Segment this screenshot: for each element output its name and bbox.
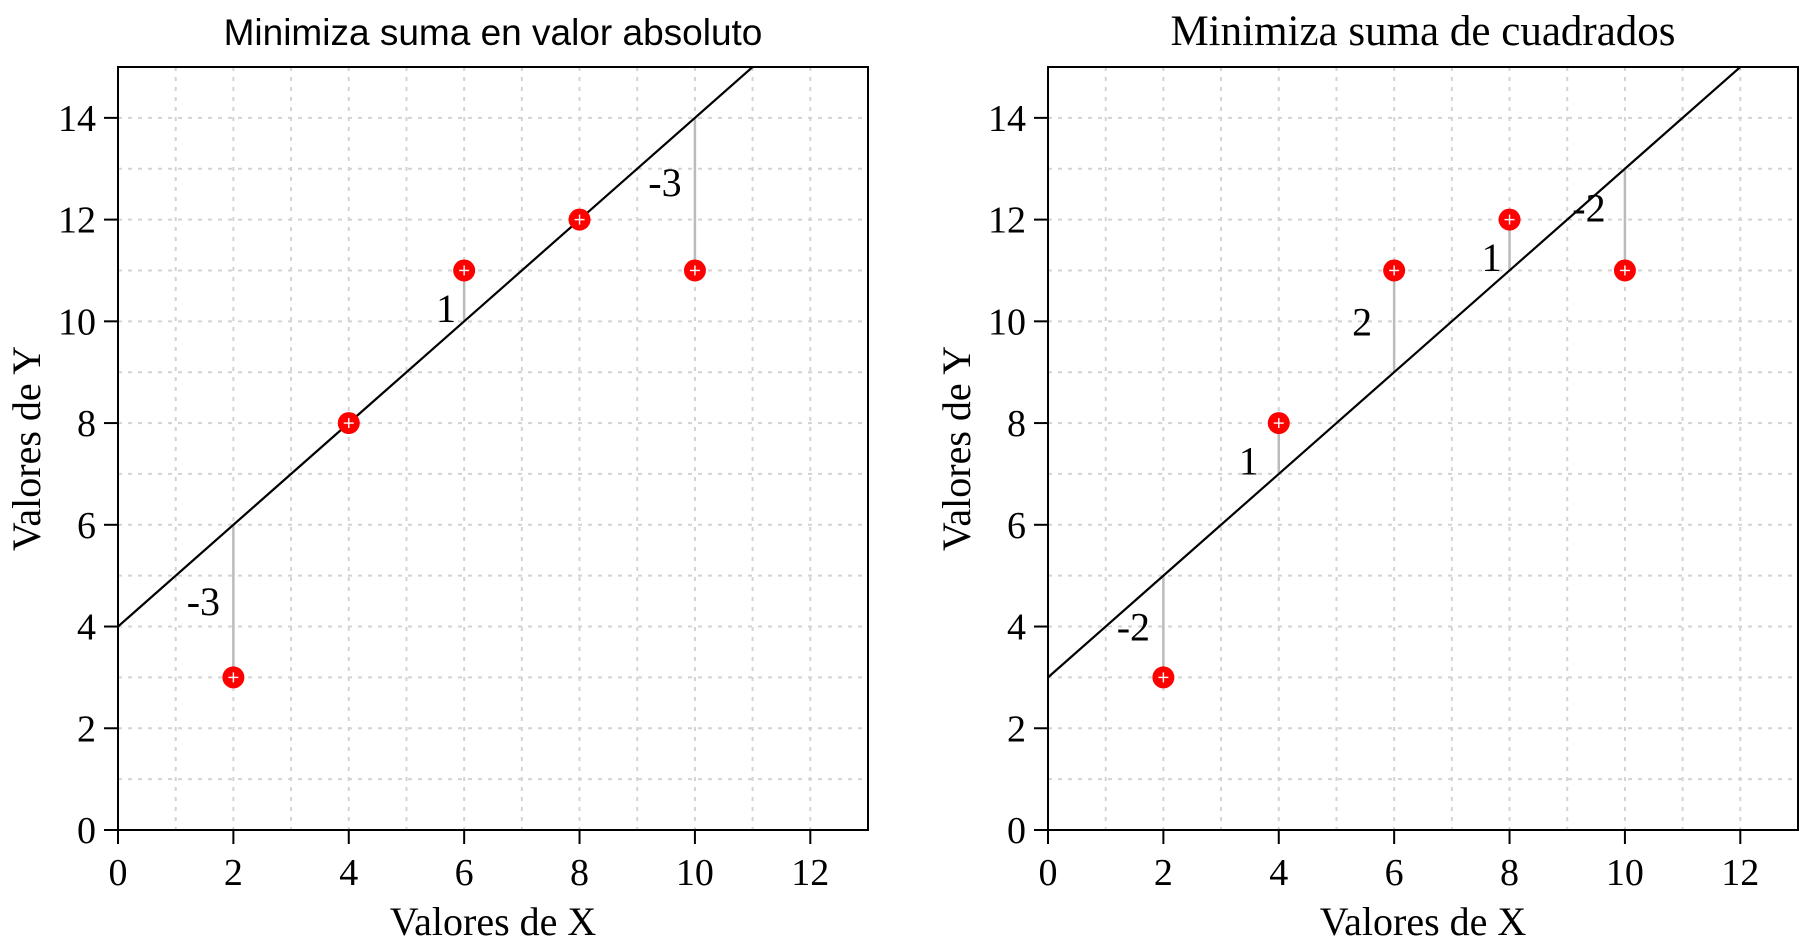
y-tick-label: 14 [58,98,96,140]
y-tick-label: 6 [1007,505,1026,547]
regression-line [1048,67,1742,679]
residual-label: 2 [1352,299,1372,344]
y-tick-label: 8 [1007,403,1026,445]
x-tick-label: 4 [339,852,358,894]
y-tick-label: 6 [77,505,96,547]
chart-title: Minimiza suma de cuadrados [1170,8,1675,55]
x-tick-label: 10 [676,852,714,894]
residual-label: -3 [648,160,681,205]
residual-label: 1 [1482,235,1502,280]
plot-frame [117,66,869,831]
x-tick-label: 2 [224,852,243,894]
residual-label: 1 [1239,439,1259,484]
chart-panel-absolute: -3 1 -3 0 2 4 6 8 10 12 0 2 4 6 8 10 12 14 Minimiza suma e… [4,12,869,944]
x-tick-label: 12 [791,852,829,894]
x-tick-label: 0 [1039,852,1058,894]
x-tick-label: 6 [1385,852,1404,894]
residual-label: 1 [436,286,456,331]
y-tick-label: 4 [77,607,96,649]
y-tick-label: 0 [1007,810,1026,852]
x-tick-label: 10 [1606,852,1644,894]
residual-label: -2 [1117,605,1150,650]
x-tick-label: 8 [570,852,589,894]
x-tick-label: 8 [1500,852,1519,894]
y-axis-label: Valores de Y [934,346,979,551]
y-tick-label: 4 [1007,607,1026,649]
y-tick-label: 14 [988,98,1026,140]
x-tick-label: 2 [1154,852,1173,894]
y-tick-label: 10 [988,301,1026,343]
y-tick-label: 2 [1007,708,1026,750]
y-tick-label: 12 [988,200,1026,242]
plot-frame [1047,66,1799,831]
y-tick-label: 8 [77,403,96,445]
x-axis-label: Valores de X [390,899,597,944]
x-tick-label: 6 [455,852,474,894]
y-tick-label: 2 [77,708,96,750]
residual-label: -2 [1572,186,1605,231]
residual-label: -3 [187,579,220,624]
y-tick-label: 12 [58,200,96,242]
chart-title: Minimiza suma en valor absoluto [224,12,763,53]
y-axis-label: Valores de Y [4,346,49,551]
regression-line [118,67,755,628]
x-axis-label: Valores de X [1320,899,1527,944]
x-tick-label: 12 [1721,852,1759,894]
x-tick-label: 4 [1269,852,1288,894]
y-tick-label: 10 [58,301,96,343]
y-tick-label: 0 [77,810,96,852]
x-tick-label: 0 [109,852,128,894]
